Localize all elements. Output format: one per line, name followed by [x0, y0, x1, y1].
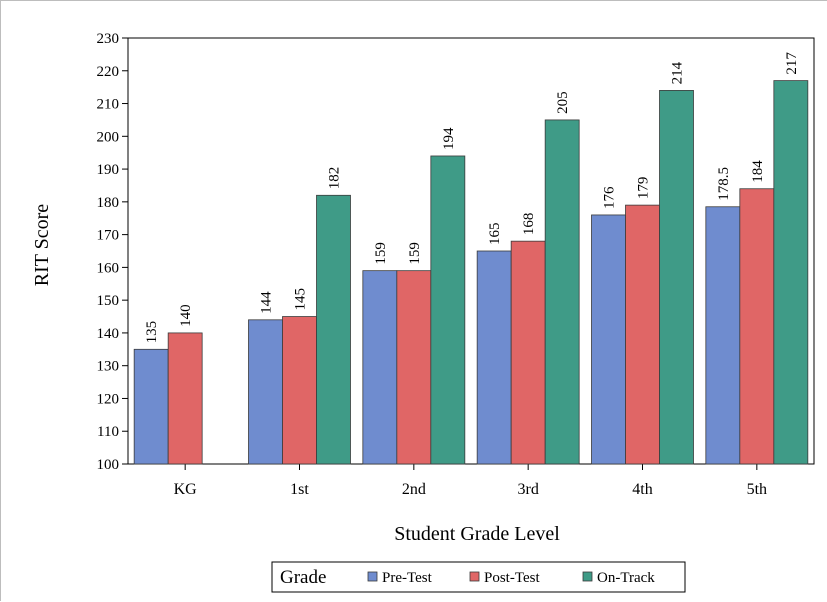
x-axis-title: Student Grade Level [394, 523, 560, 545]
y-tick-label: 140 [97, 326, 120, 342]
bar-on-track-4th [659, 90, 694, 465]
y-tick-label: 170 [97, 228, 120, 244]
y-axis-title: RIT Score [31, 204, 53, 287]
data-label: 176 [602, 186, 618, 209]
bar-on-track-2nd [430, 155, 466, 465]
data-label: 179 [636, 177, 652, 200]
legend-entry-label: On-Track [597, 570, 655, 586]
legend-swatch [367, 571, 378, 582]
data-label: 135 [144, 321, 160, 344]
bar-pre-test-3rd [476, 250, 512, 465]
bar-post-test-3rd [510, 240, 546, 465]
bar-post-test-kg [167, 332, 203, 465]
y-tick-label: 150 [97, 293, 120, 309]
bar-post-test-4th [625, 204, 660, 465]
bar-pre-test-1st [248, 319, 283, 465]
data-label: 178.5 [716, 167, 732, 201]
bar-pre-test-2nd [362, 270, 398, 465]
legend: Grade Pre-Test Post-Test On-Track [271, 561, 686, 593]
data-label: 140 [178, 304, 194, 327]
data-label: 184 [750, 160, 766, 183]
legend-swatch [582, 571, 593, 582]
bar-on-track-1st [316, 194, 351, 465]
data-label: 165 [487, 223, 503, 245]
y-tick-label: 230 [97, 31, 120, 47]
bar-post-test-5th [739, 188, 775, 465]
legend-title: Grade [280, 567, 326, 588]
data-label: 194 [441, 127, 457, 150]
y-tick-label: 110 [97, 424, 119, 440]
plot-area: 100 110 120 130 140 150 160 170 180 190 200 210 220 2… [97, 31, 815, 498]
y-tick-label: 120 [97, 391, 120, 407]
data-label: 159 [407, 242, 423, 265]
bar-pre-test-4th [591, 214, 626, 465]
plot-frame [127, 37, 815, 465]
y-tick-label: 220 [97, 64, 120, 80]
data-label: 214 [670, 61, 686, 84]
x-tick-label: 4th [632, 481, 652, 498]
y-tick-label: 190 [97, 162, 120, 178]
bar-pre-test-5th [705, 206, 741, 465]
y-tick-label: 160 [97, 260, 120, 276]
y-tick-label: 100 [97, 457, 120, 473]
legend-entry-label: Post-Test [484, 570, 540, 586]
x-tick-label: 2nd [402, 481, 426, 498]
data-label: 168 [521, 213, 537, 236]
bar-on-track-5th [773, 80, 809, 465]
data-label: 159 [373, 242, 389, 265]
y-tick-label: 180 [97, 195, 120, 211]
bar-post-test-1st [282, 316, 317, 465]
legend-entry-label: Pre-Test [382, 570, 433, 586]
y-tick-label: 210 [97, 97, 120, 113]
y-tick-label: 130 [97, 359, 120, 375]
data-label: 144 [259, 291, 275, 314]
legend-swatch [469, 571, 480, 582]
data-label: 182 [327, 167, 343, 190]
y-tick-label: 200 [97, 129, 120, 145]
x-tick-label: 5th [747, 481, 767, 498]
x-tick-label: 1st [290, 481, 309, 498]
bar-pre-test-kg [133, 348, 169, 465]
x-tick-label: 3rd [518, 481, 539, 498]
bar-post-test-2nd [396, 270, 432, 465]
data-label: 205 [555, 91, 571, 114]
bar-on-track-3rd [544, 119, 580, 465]
x-tick-label: KG [174, 481, 198, 498]
data-label: 145 [293, 288, 309, 311]
data-label: 217 [784, 52, 800, 75]
